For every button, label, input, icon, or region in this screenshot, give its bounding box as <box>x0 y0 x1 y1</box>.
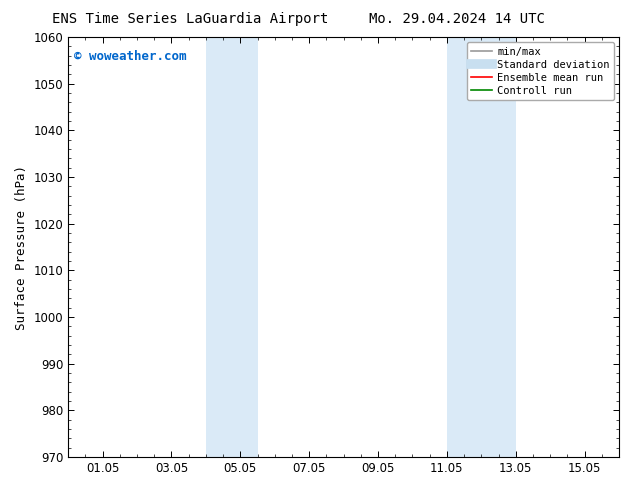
Y-axis label: Surface Pressure (hPa): Surface Pressure (hPa) <box>15 165 28 330</box>
Legend: min/max, Standard deviation, Ensemble mean run, Controll run: min/max, Standard deviation, Ensemble me… <box>467 42 614 100</box>
Text: Mo. 29.04.2024 14 UTC: Mo. 29.04.2024 14 UTC <box>368 12 545 26</box>
Text: © woweather.com: © woweather.com <box>74 50 186 63</box>
Bar <box>447 37 515 457</box>
Text: ENS Time Series LaGuardia Airport: ENS Time Series LaGuardia Airport <box>52 12 328 26</box>
Bar <box>206 37 257 457</box>
